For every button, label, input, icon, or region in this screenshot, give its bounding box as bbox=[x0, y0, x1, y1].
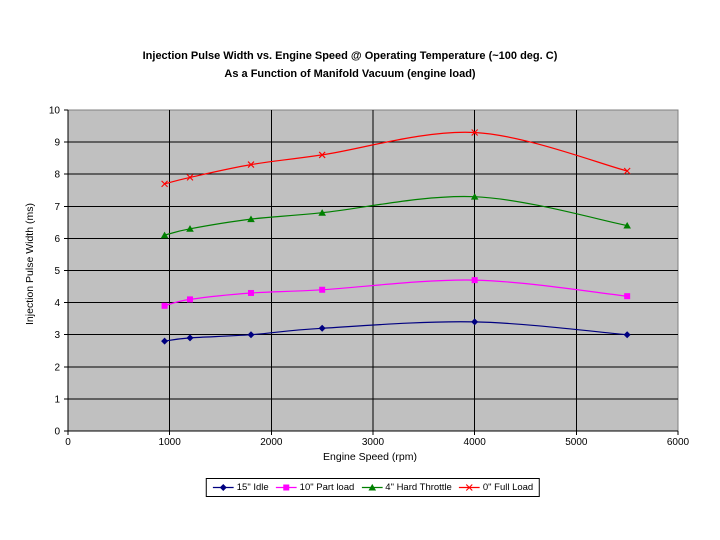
y-tick-label: 6 bbox=[54, 234, 60, 245]
y-tick-label: 10 bbox=[49, 106, 61, 117]
x-data-point-marker bbox=[471, 129, 479, 136]
y-tick-label: 8 bbox=[54, 170, 60, 181]
y-tick-label: 9 bbox=[54, 138, 60, 149]
diamond-data-point-marker bbox=[161, 337, 169, 345]
y-tick-label: 1 bbox=[54, 394, 60, 405]
x-data-point-marker bbox=[623, 167, 631, 175]
legend-item-label: 10" Part load bbox=[299, 482, 355, 493]
x-tick-label: 6000 bbox=[667, 437, 690, 448]
legend: 15" Idle 10" Part load 4" Hard Throttle 0" … bbox=[205, 478, 541, 497]
legend-item: 15" Idle bbox=[212, 482, 269, 493]
square-marker-icon bbox=[275, 484, 297, 491]
legend-marker bbox=[219, 484, 227, 491]
chart-title-line2: As a Function of Manifold Vacuum (engine… bbox=[224, 68, 476, 80]
triangle-data-point-marker bbox=[318, 209, 326, 216]
y-tick-label: 2 bbox=[54, 362, 60, 373]
chart-title-line1: Injection Pulse Width vs. Engine Speed @… bbox=[142, 50, 558, 62]
diamond-data-point-marker bbox=[186, 334, 194, 342]
square-data-point-marker bbox=[471, 277, 478, 284]
triangle-data-point-marker bbox=[160, 231, 169, 239]
x-data-point-marker bbox=[186, 174, 194, 181]
diamond-data-point-marker bbox=[471, 318, 479, 326]
x-tick-label: 1000 bbox=[159, 437, 182, 448]
y-tick-label: 7 bbox=[54, 202, 60, 213]
square-data-point-marker bbox=[187, 296, 193, 303]
y-tick-label: 0 bbox=[54, 427, 60, 438]
legend-item: 10" Part load bbox=[275, 482, 355, 493]
x-tick-label: 4000 bbox=[464, 437, 487, 448]
legend-item-label: 0" Full Load bbox=[482, 482, 534, 493]
diamond-data-point-marker bbox=[623, 331, 631, 339]
y-tick-label: 5 bbox=[54, 266, 60, 277]
x-tick-label: 2000 bbox=[260, 437, 283, 448]
diamond-marker-icon bbox=[212, 484, 234, 491]
square-data-point-marker bbox=[248, 289, 254, 296]
legend-item: 4" Hard Throttle bbox=[361, 482, 452, 493]
legend-item: 0" Full Load bbox=[458, 482, 534, 493]
triangle-data-point-marker bbox=[470, 193, 479, 200]
x-marker-icon bbox=[458, 484, 480, 491]
legend-item-label: 15" Idle bbox=[236, 482, 269, 493]
x-tick-label: 3000 bbox=[362, 437, 385, 448]
legend-marker bbox=[367, 483, 376, 491]
x-axis-title: Engine Speed (rpm) bbox=[323, 451, 417, 463]
triangle-data-point-marker bbox=[623, 221, 631, 229]
x-data-point-marker bbox=[161, 180, 168, 188]
x-data-point-marker bbox=[318, 151, 326, 159]
legend-marker bbox=[283, 484, 290, 491]
triangle-data-point-marker bbox=[186, 225, 194, 232]
x-tick-label: 0 bbox=[65, 437, 71, 448]
x-tick-label: 5000 bbox=[565, 437, 588, 448]
square-data-point-marker bbox=[161, 302, 168, 309]
diamond-data-point-marker bbox=[318, 324, 326, 332]
square-data-point-marker bbox=[319, 286, 326, 293]
legend-item-label: 4" Hard Throttle bbox=[385, 482, 452, 493]
x-data-point-marker bbox=[247, 161, 255, 168]
diamond-data-point-marker bbox=[247, 331, 255, 339]
y-tick-label: 3 bbox=[54, 330, 60, 341]
triangle-marker-icon bbox=[361, 483, 383, 491]
legend-marker bbox=[465, 484, 473, 491]
chart-title: Injection Pulse Width vs. Engine Speed @… bbox=[30, 47, 670, 83]
square-data-point-marker bbox=[624, 293, 631, 300]
triangle-data-point-marker bbox=[247, 215, 255, 223]
y-tick-label: 4 bbox=[54, 298, 60, 309]
